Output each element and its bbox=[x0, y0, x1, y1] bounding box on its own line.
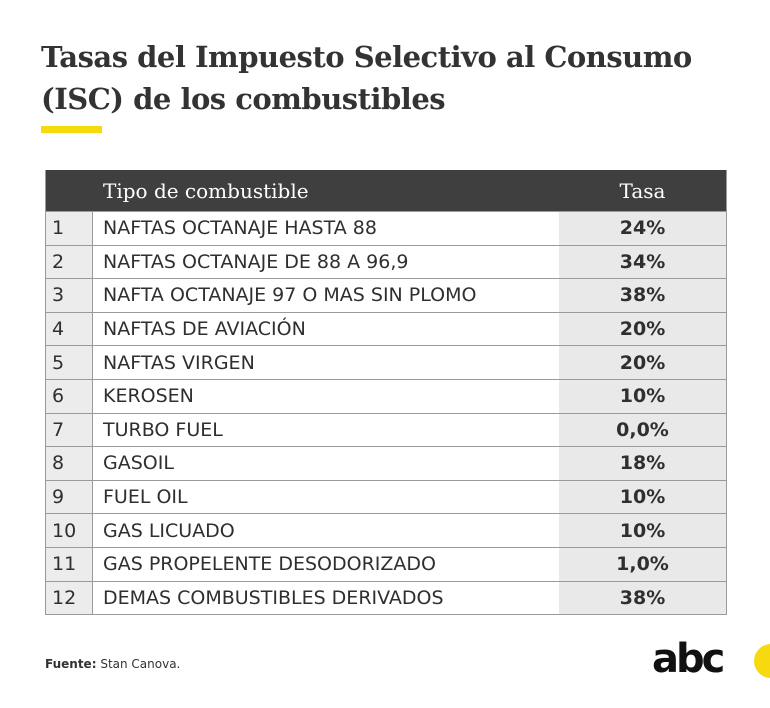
table-cell: 1,0% bbox=[559, 547, 726, 581]
table-cell: GAS PROPELENTE DESODORIZADO bbox=[93, 547, 559, 581]
source-label: Fuente: bbox=[45, 657, 97, 671]
table-row: 10 GAS LICUADO 10% bbox=[46, 513, 726, 547]
table-cell: 5 bbox=[46, 346, 93, 379]
header-cell: Tasa bbox=[619, 178, 666, 203]
table-cell: 3 bbox=[46, 279, 93, 312]
table-row: 12 DEMAS COMBUSTIBLES DERIVADOS 38% bbox=[46, 580, 726, 615]
table-row: 4 NAFTAS DE AVIACIÓN 20% bbox=[46, 311, 726, 346]
table-row: 1 NAFTAS OCTANAJE HASTA 88 24% bbox=[46, 211, 726, 245]
table-cell: 20% bbox=[559, 312, 726, 346]
table-cell: 6 bbox=[46, 379, 93, 413]
table: Tipo de combustible Tasa 1 NAFTAS OCTANAJ… bbox=[45, 170, 727, 616]
table-cell: 10 bbox=[46, 514, 93, 547]
table-row: 11 GAS PROPELENTE DESODORIZADO 1,0% bbox=[46, 546, 726, 581]
table-cell: 24% bbox=[559, 212, 726, 245]
table-cell: TURBO FUEL bbox=[93, 413, 559, 447]
table-cell: KEROSEN bbox=[93, 379, 559, 413]
table-row: 5 NAFTAS VIRGEN 20% bbox=[46, 345, 726, 379]
header-cell: Tipo de combustible bbox=[103, 178, 309, 203]
table-cell: 10% bbox=[559, 379, 726, 413]
table-cell: 10% bbox=[559, 514, 726, 547]
table-cell: NAFTAS OCTANAJE DE 88 A 96,9 bbox=[93, 245, 559, 279]
table-cell: NAFTAS OCTANAJE HASTA 88 bbox=[93, 212, 559, 245]
table-cell: 10% bbox=[559, 480, 726, 514]
table-cell: NAFTAS VIRGEN bbox=[93, 346, 559, 379]
table-cell: 12 bbox=[46, 581, 93, 615]
table-cell: DEMAS COMBUSTIBLES DERIVADOS bbox=[93, 581, 559, 615]
table-cell: 7 bbox=[46, 413, 93, 447]
table-cell: 2 bbox=[46, 245, 93, 279]
table-cell: 9 bbox=[46, 480, 93, 514]
table-row: 9 FUEL OIL 10% bbox=[46, 479, 726, 514]
table-cell: 20% bbox=[559, 346, 726, 379]
accent-bar bbox=[41, 126, 102, 133]
table-cell: 18% bbox=[559, 447, 726, 480]
logo: abc bbox=[652, 636, 725, 682]
table-cell: 8 bbox=[46, 447, 93, 480]
table-header: Tipo de combustible Tasa bbox=[46, 170, 726, 211]
table-cell: NAFTA OCTANAJE 97 O MAS SIN PLOMO bbox=[93, 279, 559, 312]
table-cell: NAFTAS DE AVIACIÓN bbox=[93, 312, 559, 346]
table-cell: 1 bbox=[46, 212, 93, 245]
table-cell: 0,0% bbox=[559, 413, 726, 447]
table-cell: 34% bbox=[559, 245, 726, 279]
table-row: 3 NAFTA OCTANAJE 97 O MAS SIN PLOMO 38% bbox=[46, 278, 726, 312]
table-row: 2 NAFTAS OCTANAJE DE 88 A 96,9 34% bbox=[46, 244, 726, 279]
table-cell: 38% bbox=[559, 581, 726, 615]
table-cell: FUEL OIL bbox=[93, 480, 559, 514]
title: Tasas del Impuesto Selectivo al Consumo … bbox=[41, 40, 692, 116]
source-text: Stan Canova. bbox=[100, 657, 181, 671]
table-cell: GAS LICUADO bbox=[93, 514, 559, 547]
source: Fuente: Stan Canova. bbox=[45, 657, 180, 671]
table-cell: 4 bbox=[46, 312, 93, 346]
table-cell: GASOIL bbox=[93, 447, 559, 480]
table-row: 8 GASOIL 18% bbox=[46, 446, 726, 480]
table-row: 7 TURBO FUEL 0,0% bbox=[46, 412, 726, 447]
table-row: 6 KEROSEN 10% bbox=[46, 378, 726, 413]
logo-dot bbox=[754, 644, 770, 678]
table-cell: 38% bbox=[559, 279, 726, 312]
table-cell: 11 bbox=[46, 547, 93, 581]
